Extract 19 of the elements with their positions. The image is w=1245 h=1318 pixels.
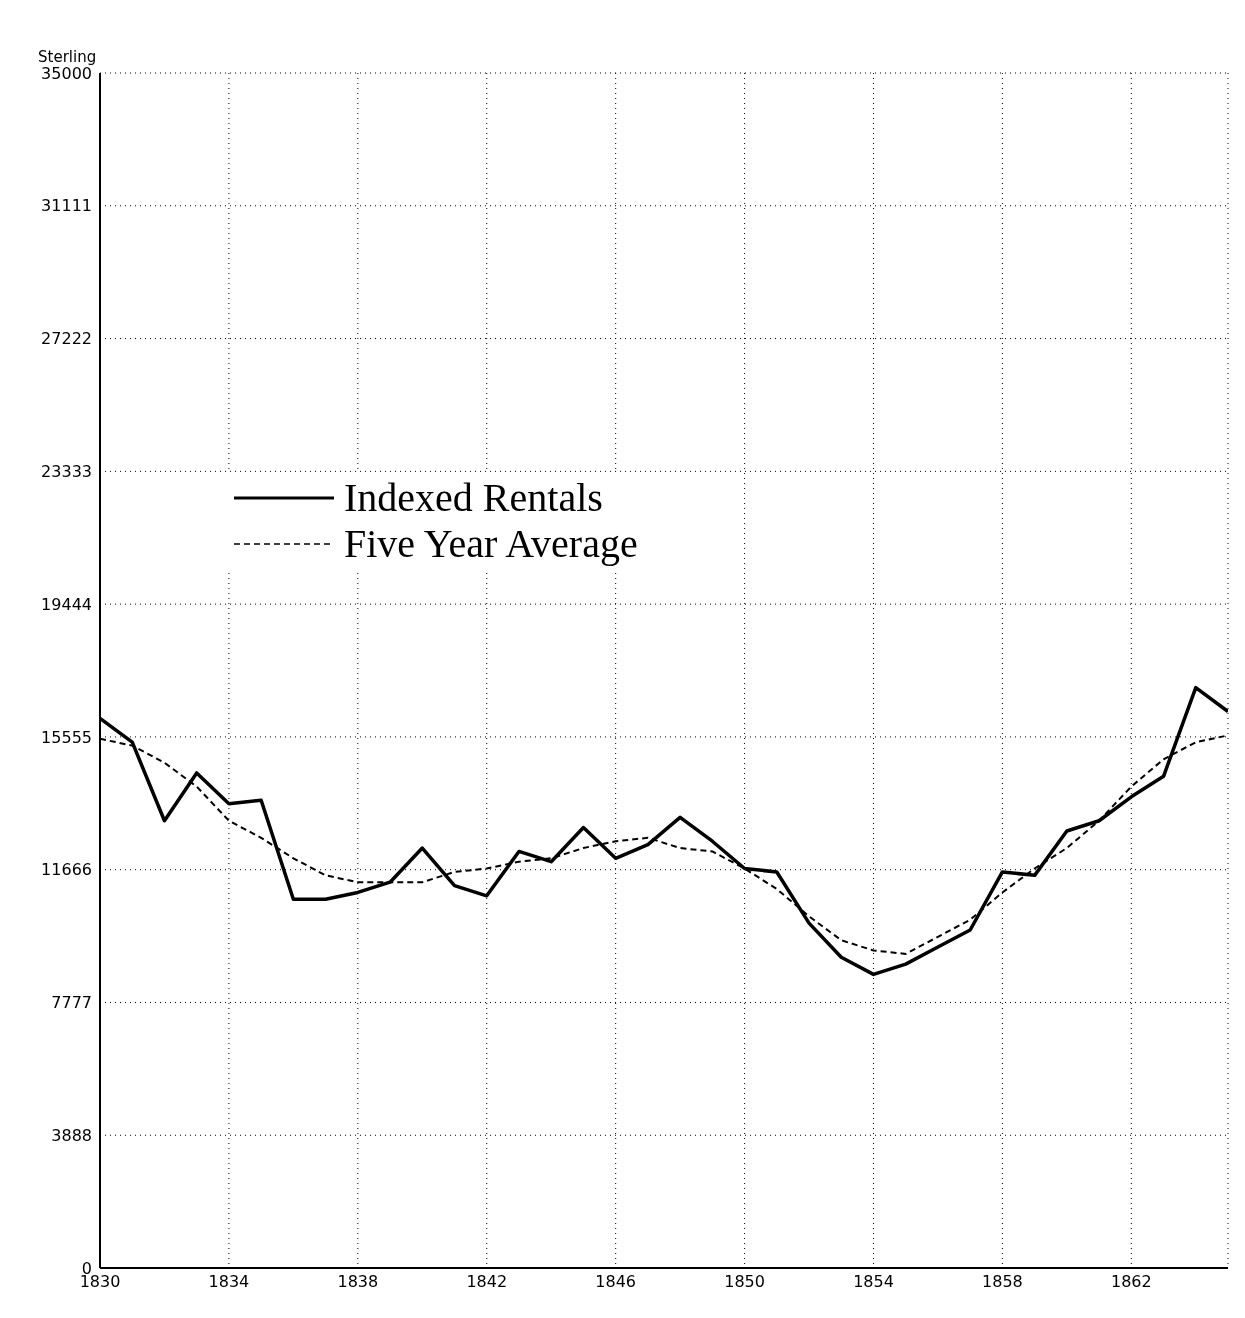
x-tick-label: 1838	[337, 1272, 379, 1292]
x-tick-label: 1862	[1110, 1272, 1152, 1292]
x-tick-label: 1858	[982, 1272, 1023, 1292]
y-tick-label: 19444	[41, 594, 92, 614]
y-tick-label: 3888	[51, 1125, 92, 1145]
y-axis-title: Sterling	[38, 48, 97, 66]
x-tick-label: 1850	[724, 1272, 765, 1292]
legend-label: Indexed Rentals	[344, 475, 603, 521]
y-tick-label: 11666	[41, 860, 92, 880]
y-tick-label: 31111	[41, 196, 92, 216]
y-tick-label: 15555	[41, 727, 92, 747]
y-tick-label: 23333	[41, 462, 92, 482]
x-tick-label: 1854	[853, 1272, 894, 1292]
x-tick-label: 1846	[595, 1272, 637, 1292]
x-tick-label: 1842	[466, 1272, 508, 1292]
x-tick-label: 1834	[208, 1272, 250, 1292]
y-tick-label: 27222	[41, 329, 92, 349]
y-tick-label: 7777	[51, 993, 92, 1013]
legend-label: Five Year Average	[344, 521, 638, 567]
